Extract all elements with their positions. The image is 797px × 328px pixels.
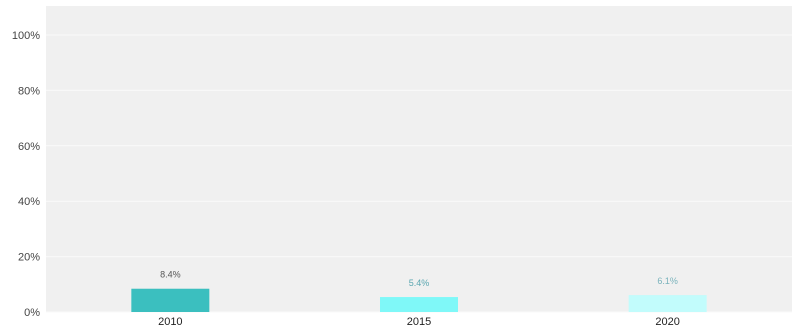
plot-background [46, 6, 792, 312]
x-tick-label-2010: 2010 [158, 316, 182, 328]
data-labels: 8.4% 5.4% 6.1% [160, 270, 678, 288]
bars [131, 288, 707, 312]
y-tick-label: 80% [18, 85, 40, 97]
bar-2010 [131, 288, 210, 312]
x-tick-label-2015: 2015 [407, 316, 431, 328]
x-axis-ticks: 2010 2015 2020 [158, 316, 680, 328]
y-tick-label: 100% [12, 30, 40, 42]
y-tick-label: 40% [18, 196, 40, 208]
bar-2015 [380, 297, 458, 312]
data-label-2010: 8.4% [160, 270, 181, 280]
bar-2020 [628, 295, 707, 312]
data-label-2015: 5.4% [409, 278, 430, 288]
y-tick-label: 0% [24, 307, 40, 319]
y-axis-ticks: 0% 20% 40% 60% 80% 100% [12, 30, 40, 319]
x-tick-label-2020: 2020 [655, 316, 679, 328]
y-tick-label: 60% [18, 141, 40, 153]
y-tick-label: 20% [18, 252, 40, 264]
data-label-2020: 6.1% [657, 276, 678, 286]
